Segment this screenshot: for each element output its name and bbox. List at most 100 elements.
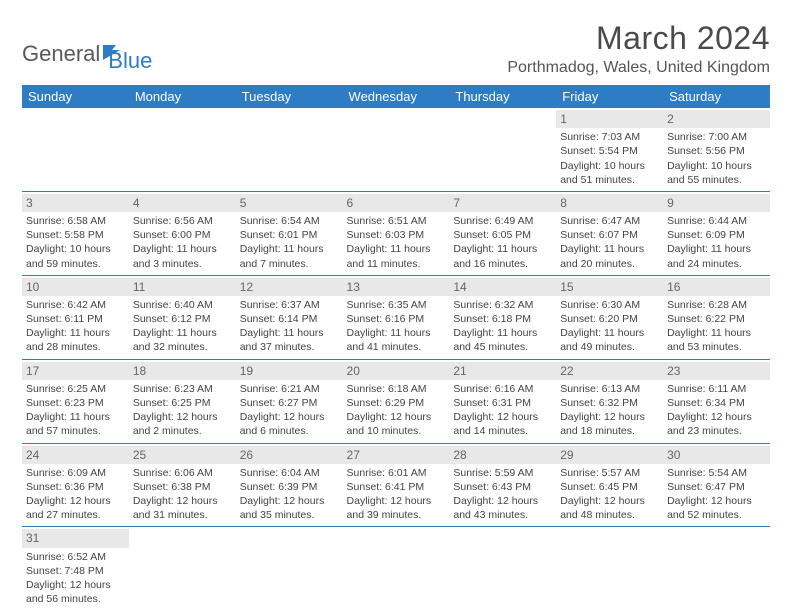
day-header: Friday bbox=[556, 85, 663, 108]
daylight1-text: Daylight: 12 hours bbox=[453, 494, 552, 508]
sunrise-text: Sunrise: 6:42 AM bbox=[26, 298, 125, 312]
calendar-day-cell: 30Sunrise: 5:54 AMSunset: 6:47 PMDayligh… bbox=[663, 443, 770, 527]
calendar-day-cell: 21Sunrise: 6:16 AMSunset: 6:31 PMDayligh… bbox=[449, 359, 556, 443]
daylight1-text: Daylight: 12 hours bbox=[26, 494, 125, 508]
sunset-text: Sunset: 6:32 PM bbox=[560, 396, 659, 410]
calendar-day-cell bbox=[663, 527, 770, 610]
calendar-day-cell bbox=[129, 527, 236, 610]
daylight2-text: and 51 minutes. bbox=[560, 173, 659, 187]
calendar-day-cell: 17Sunrise: 6:25 AMSunset: 6:23 PMDayligh… bbox=[22, 359, 129, 443]
day-number: 7 bbox=[449, 194, 556, 212]
calendar-day-cell: 13Sunrise: 6:35 AMSunset: 6:16 PMDayligh… bbox=[343, 275, 450, 359]
daylight2-text: and 27 minutes. bbox=[26, 508, 125, 522]
day-number: 5 bbox=[236, 194, 343, 212]
sunrise-text: Sunrise: 6:56 AM bbox=[133, 214, 232, 228]
daylight2-text: and 35 minutes. bbox=[240, 508, 339, 522]
sunrise-text: Sunrise: 6:47 AM bbox=[560, 214, 659, 228]
daylight1-text: Daylight: 11 hours bbox=[453, 242, 552, 256]
sunrise-text: Sunrise: 6:30 AM bbox=[560, 298, 659, 312]
sunrise-text: Sunrise: 6:35 AM bbox=[347, 298, 446, 312]
day-number: 25 bbox=[129, 446, 236, 464]
sunrise-text: Sunrise: 6:04 AM bbox=[240, 466, 339, 480]
calendar-day-cell: 7Sunrise: 6:49 AMSunset: 6:05 PMDaylight… bbox=[449, 191, 556, 275]
day-number: 28 bbox=[449, 446, 556, 464]
calendar-table: SundayMondayTuesdayWednesdayThursdayFrid… bbox=[22, 85, 770, 610]
sunset-text: Sunset: 6:39 PM bbox=[240, 480, 339, 494]
daylight2-text: and 2 minutes. bbox=[133, 424, 232, 438]
daylight1-text: Daylight: 12 hours bbox=[133, 494, 232, 508]
calendar-day-cell: 10Sunrise: 6:42 AMSunset: 6:11 PMDayligh… bbox=[22, 275, 129, 359]
header: General Blue March 2024 Porthmadog, Wale… bbox=[22, 20, 770, 77]
daylight2-text: and 11 minutes. bbox=[347, 257, 446, 271]
sunset-text: Sunset: 6:12 PM bbox=[133, 312, 232, 326]
sunrise-text: Sunrise: 6:28 AM bbox=[667, 298, 766, 312]
logo-text-general: General bbox=[22, 41, 100, 67]
daylight2-text: and 56 minutes. bbox=[26, 592, 125, 606]
daylight1-text: Daylight: 11 hours bbox=[560, 326, 659, 340]
daylight2-text: and 57 minutes. bbox=[26, 424, 125, 438]
calendar-day-cell: 8Sunrise: 6:47 AMSunset: 6:07 PMDaylight… bbox=[556, 191, 663, 275]
calendar-day-cell bbox=[343, 527, 450, 610]
sunrise-text: Sunrise: 6:32 AM bbox=[453, 298, 552, 312]
sunset-text: Sunset: 6:18 PM bbox=[453, 312, 552, 326]
calendar-day-cell: 15Sunrise: 6:30 AMSunset: 6:20 PMDayligh… bbox=[556, 275, 663, 359]
day-number: 9 bbox=[663, 194, 770, 212]
calendar-day-cell: 2Sunrise: 7:00 AMSunset: 5:56 PMDaylight… bbox=[663, 108, 770, 191]
calendar-week-row: 17Sunrise: 6:25 AMSunset: 6:23 PMDayligh… bbox=[22, 359, 770, 443]
daylight2-text: and 43 minutes. bbox=[453, 508, 552, 522]
calendar-day-cell: 11Sunrise: 6:40 AMSunset: 6:12 PMDayligh… bbox=[129, 275, 236, 359]
sunrise-text: Sunrise: 6:09 AM bbox=[26, 466, 125, 480]
daylight1-text: Daylight: 11 hours bbox=[667, 326, 766, 340]
sunset-text: Sunset: 6:45 PM bbox=[560, 480, 659, 494]
calendar-day-cell: 1Sunrise: 7:03 AMSunset: 5:54 PMDaylight… bbox=[556, 108, 663, 191]
daylight2-text: and 37 minutes. bbox=[240, 340, 339, 354]
daylight2-text: and 31 minutes. bbox=[133, 508, 232, 522]
sunset-text: Sunset: 6:27 PM bbox=[240, 396, 339, 410]
day-number: 31 bbox=[22, 529, 129, 547]
sunrise-text: Sunrise: 6:49 AM bbox=[453, 214, 552, 228]
calendar-day-cell: 28Sunrise: 5:59 AMSunset: 6:43 PMDayligh… bbox=[449, 443, 556, 527]
calendar-day-cell bbox=[129, 108, 236, 191]
sunset-text: Sunset: 6:31 PM bbox=[453, 396, 552, 410]
calendar-day-cell: 25Sunrise: 6:06 AMSunset: 6:38 PMDayligh… bbox=[129, 443, 236, 527]
sunset-text: Sunset: 6:29 PM bbox=[347, 396, 446, 410]
daylight2-text: and 7 minutes. bbox=[240, 257, 339, 271]
sunset-text: Sunset: 6:25 PM bbox=[133, 396, 232, 410]
calendar-day-cell: 26Sunrise: 6:04 AMSunset: 6:39 PMDayligh… bbox=[236, 443, 343, 527]
daylight2-text: and 55 minutes. bbox=[667, 173, 766, 187]
day-header: Wednesday bbox=[343, 85, 450, 108]
logo: General Blue bbox=[22, 20, 152, 74]
sunrise-text: Sunrise: 6:16 AM bbox=[453, 382, 552, 396]
daylight1-text: Daylight: 11 hours bbox=[26, 410, 125, 424]
sunrise-text: Sunrise: 6:40 AM bbox=[133, 298, 232, 312]
sunrise-text: Sunrise: 5:59 AM bbox=[453, 466, 552, 480]
daylight2-text: and 3 minutes. bbox=[133, 257, 232, 271]
sunrise-text: Sunrise: 7:03 AM bbox=[560, 130, 659, 144]
day-number: 27 bbox=[343, 446, 450, 464]
daylight1-text: Daylight: 12 hours bbox=[133, 410, 232, 424]
daylight1-text: Daylight: 12 hours bbox=[26, 578, 125, 592]
sunset-text: Sunset: 5:56 PM bbox=[667, 144, 766, 158]
daylight2-text: and 53 minutes. bbox=[667, 340, 766, 354]
sunrise-text: Sunrise: 5:54 AM bbox=[667, 466, 766, 480]
day-number: 1 bbox=[556, 110, 663, 128]
daylight1-text: Daylight: 12 hours bbox=[453, 410, 552, 424]
location: Porthmadog, Wales, United Kingdom bbox=[507, 59, 770, 77]
sunset-text: Sunset: 6:16 PM bbox=[347, 312, 446, 326]
daylight2-text: and 24 minutes. bbox=[667, 257, 766, 271]
sunset-text: Sunset: 6:38 PM bbox=[133, 480, 232, 494]
daylight2-text: and 14 minutes. bbox=[453, 424, 552, 438]
daylight2-text: and 18 minutes. bbox=[560, 424, 659, 438]
daylight1-text: Daylight: 12 hours bbox=[240, 494, 339, 508]
calendar-day-cell bbox=[22, 108, 129, 191]
daylight2-text: and 16 minutes. bbox=[453, 257, 552, 271]
calendar-day-cell: 16Sunrise: 6:28 AMSunset: 6:22 PMDayligh… bbox=[663, 275, 770, 359]
day-number: 19 bbox=[236, 362, 343, 380]
sunset-text: Sunset: 6:23 PM bbox=[26, 396, 125, 410]
daylight1-text: Daylight: 11 hours bbox=[560, 242, 659, 256]
daylight2-text: and 52 minutes. bbox=[667, 508, 766, 522]
sunset-text: Sunset: 7:48 PM bbox=[26, 564, 125, 578]
day-number: 11 bbox=[129, 278, 236, 296]
day-header: Sunday bbox=[22, 85, 129, 108]
calendar-week-row: 24Sunrise: 6:09 AMSunset: 6:36 PMDayligh… bbox=[22, 443, 770, 527]
